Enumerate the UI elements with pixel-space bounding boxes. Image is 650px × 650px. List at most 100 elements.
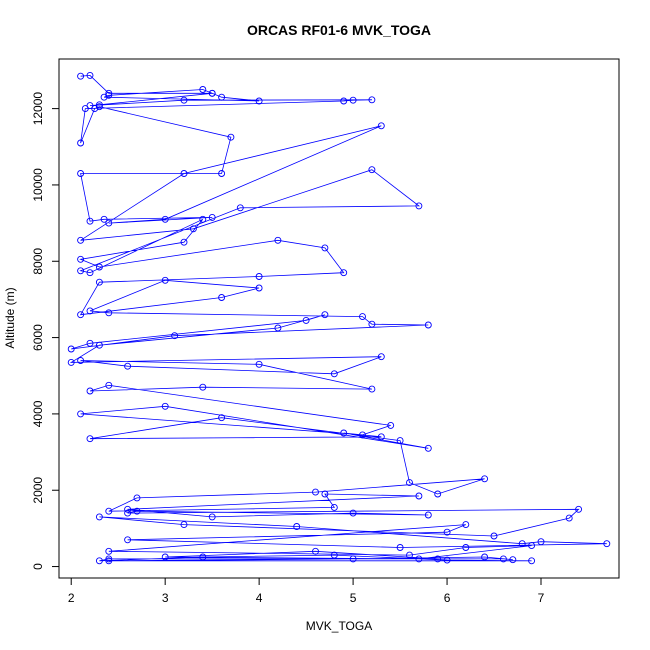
data-point	[359, 431, 366, 439]
y-tick-label: 0	[31, 563, 45, 570]
data-point	[100, 93, 108, 101]
data-point	[368, 96, 376, 104]
plot-frame	[58, 58, 620, 579]
data-point	[86, 71, 94, 79]
data-point	[415, 555, 423, 563]
data-point	[603, 540, 611, 548]
data-point	[133, 494, 141, 502]
x-axis: 2 3 4 5 6 7	[68, 577, 545, 605]
data-point	[77, 410, 85, 418]
data-point	[105, 89, 113, 97]
data-point	[86, 435, 94, 443]
data-point	[575, 505, 583, 513]
data-point	[180, 170, 188, 177]
x-tick-label: 7	[538, 591, 545, 605]
data-point	[321, 311, 329, 319]
data-point	[236, 204, 244, 212]
data-point	[105, 507, 113, 515]
data-point	[330, 503, 338, 511]
x-tick-label: 3	[162, 591, 169, 605]
data-point	[105, 547, 113, 555]
data-point	[124, 505, 132, 513]
data-point	[67, 345, 75, 353]
data-point	[368, 166, 376, 174]
data-point	[95, 278, 103, 286]
data-point	[105, 555, 113, 563]
data-point	[528, 557, 536, 565]
data-point	[312, 488, 319, 496]
y-tick-label: 2000	[31, 477, 45, 504]
plot-area	[67, 71, 611, 565]
data-point	[255, 360, 263, 368]
data-point	[321, 244, 329, 252]
data-point	[105, 381, 113, 389]
data-point	[340, 97, 348, 105]
data-point	[133, 507, 141, 515]
data-point	[443, 528, 451, 536]
data-point	[180, 96, 188, 104]
data-point	[77, 170, 85, 177]
data-point	[86, 387, 94, 395]
y-axis-label: Altitude (m)	[3, 287, 17, 348]
data-point	[462, 544, 470, 551]
data-point	[481, 475, 489, 483]
data-point	[218, 294, 226, 301]
data-point	[415, 492, 423, 500]
data-point	[95, 103, 103, 111]
data-point	[161, 553, 169, 561]
data-point	[218, 93, 226, 101]
data-point	[377, 353, 385, 361]
data-point	[77, 267, 85, 275]
data-point	[349, 96, 357, 104]
data-point	[161, 276, 169, 284]
data-point	[208, 513, 216, 521]
data-point	[77, 357, 85, 364]
data-point	[330, 370, 338, 378]
data-point	[396, 437, 404, 445]
data-point	[462, 521, 470, 529]
data-point	[330, 551, 338, 559]
data-point	[387, 421, 395, 429]
data-point	[274, 324, 282, 332]
data-point	[415, 202, 423, 210]
data-point	[161, 402, 169, 410]
data-point	[208, 213, 216, 221]
data-point	[255, 273, 263, 280]
data-point	[81, 105, 89, 113]
data-point	[77, 311, 85, 319]
data-point	[255, 97, 263, 105]
data-point	[95, 101, 103, 109]
data-point	[86, 307, 94, 315]
y-tick-label: 4000	[31, 400, 45, 427]
y-tick-label: 10000	[31, 168, 45, 202]
data-point	[528, 542, 536, 550]
data-point	[518, 540, 526, 548]
data-point	[95, 263, 103, 271]
data-point	[218, 414, 226, 422]
data-point	[434, 490, 442, 498]
data-point	[124, 536, 132, 544]
data-point	[424, 444, 432, 452]
y-tick-label: 6000	[31, 324, 45, 351]
data-point	[227, 133, 235, 141]
data-point	[481, 553, 489, 561]
y-tick-label: 8000	[31, 248, 45, 275]
data-point	[208, 89, 216, 97]
data-point	[218, 170, 226, 177]
data-point	[274, 236, 282, 244]
data-point	[499, 555, 507, 563]
data-point	[424, 511, 432, 519]
data-point	[67, 358, 75, 366]
data-point	[368, 385, 376, 393]
data-point	[77, 255, 85, 263]
data-point	[77, 139, 85, 147]
x-axis-label: MVK_TOGA	[306, 619, 372, 633]
data-point	[105, 91, 113, 99]
data-point	[255, 284, 263, 292]
chart-title: ORCAS RF01-6 MVK_TOGA	[247, 22, 431, 38]
data-point	[95, 557, 103, 565]
data-point	[95, 341, 103, 349]
data-point	[293, 523, 301, 530]
y-axis: 0 2000 4000 6000 8000 10000 12000	[31, 92, 60, 570]
